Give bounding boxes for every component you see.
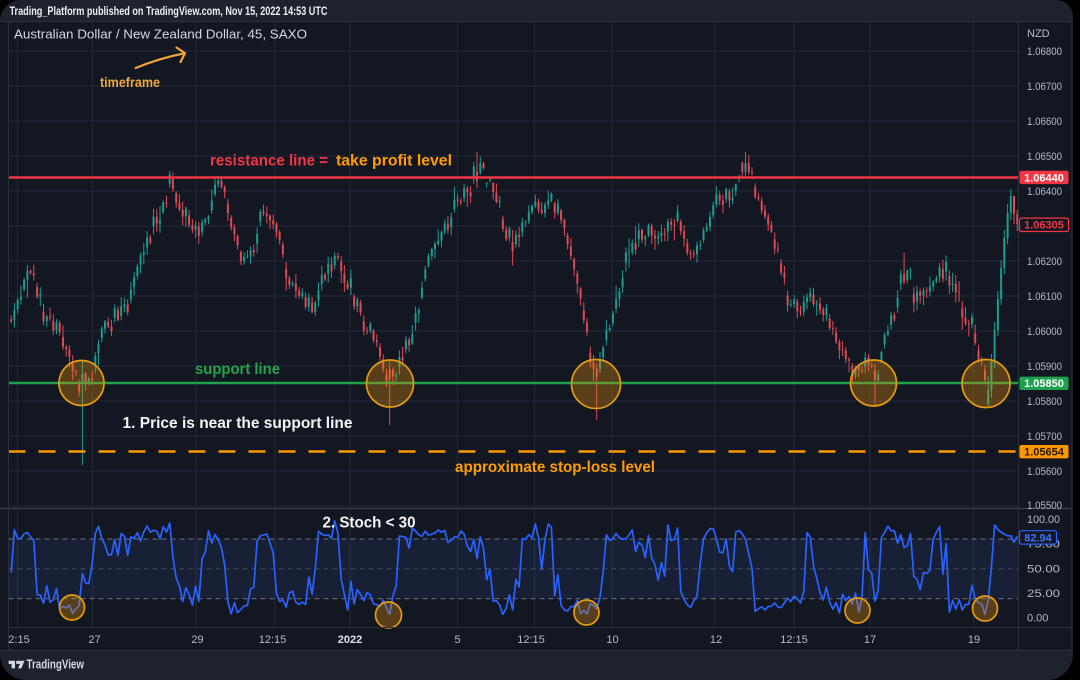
svg-text:29: 29: [191, 634, 203, 646]
svg-text:1.06440: 1.06440: [1024, 172, 1064, 184]
svg-text:take profit level: take profit level: [336, 153, 452, 170]
svg-text:1.05654: 1.05654: [1024, 447, 1065, 459]
svg-text:1.06700: 1.06700: [1027, 81, 1062, 93]
svg-text:1.05850: 1.05850: [1024, 378, 1064, 390]
svg-text:19: 19: [968, 634, 980, 646]
svg-text:100.00: 100.00: [1027, 514, 1060, 526]
svg-text:timeframe: timeframe: [100, 75, 160, 90]
svg-text:50.00: 50.00: [1027, 563, 1060, 575]
svg-text:2. Stoch < 30: 2. Stoch < 30: [323, 515, 416, 532]
svg-text:12:15: 12:15: [780, 634, 808, 646]
svg-text:1.06100: 1.06100: [1027, 291, 1062, 303]
svg-text:10: 10: [606, 634, 618, 646]
svg-text:1.05900: 1.05900: [1027, 361, 1062, 373]
svg-text:1.06600: 1.06600: [1027, 116, 1062, 128]
svg-text:TradingView: TradingView: [27, 657, 85, 672]
svg-text:12:15: 12:15: [517, 634, 545, 646]
svg-text:support line: support line: [195, 361, 280, 378]
svg-text:2:15: 2:15: [8, 634, 29, 646]
svg-text:resistance line =: resistance line =: [210, 153, 328, 170]
svg-text:NZD: NZD: [1027, 28, 1050, 40]
svg-text:1.05700: 1.05700: [1027, 431, 1062, 443]
svg-text:5: 5: [454, 634, 460, 646]
svg-text:1.06200: 1.06200: [1027, 256, 1062, 268]
svg-text:12:15: 12:15: [259, 634, 287, 646]
svg-text:1.05800: 1.05800: [1027, 396, 1062, 408]
svg-text:1.06800: 1.06800: [1027, 46, 1062, 58]
svg-text:1.06305: 1.06305: [1024, 220, 1064, 232]
svg-text:approximate stop-loss level: approximate stop-loss level: [455, 459, 655, 476]
svg-text:0.00: 0.00: [1027, 613, 1048, 625]
svg-text:1.06400: 1.06400: [1027, 186, 1062, 198]
svg-text:1. Price is near the support l: 1. Price is near the support line: [123, 415, 353, 432]
svg-text:12: 12: [710, 634, 722, 646]
svg-text:Trading_Platform published on: Trading_Platform published on TradingVie…: [10, 6, 328, 18]
svg-text:17: 17: [864, 634, 876, 646]
svg-text:27: 27: [88, 634, 100, 646]
svg-text:1.06500: 1.06500: [1027, 151, 1062, 163]
svg-text:1.05600: 1.05600: [1027, 466, 1062, 478]
svg-text:1.06000: 1.06000: [1027, 326, 1062, 338]
svg-text:Australian Dollar / New Zealan: Australian Dollar / New Zealand Dollar, …: [14, 28, 307, 42]
svg-text:2022: 2022: [338, 634, 362, 646]
svg-text:1.05500: 1.05500: [1027, 500, 1062, 512]
svg-text:82.94: 82.94: [1024, 532, 1052, 544]
svg-text:25.00: 25.00: [1027, 588, 1060, 600]
